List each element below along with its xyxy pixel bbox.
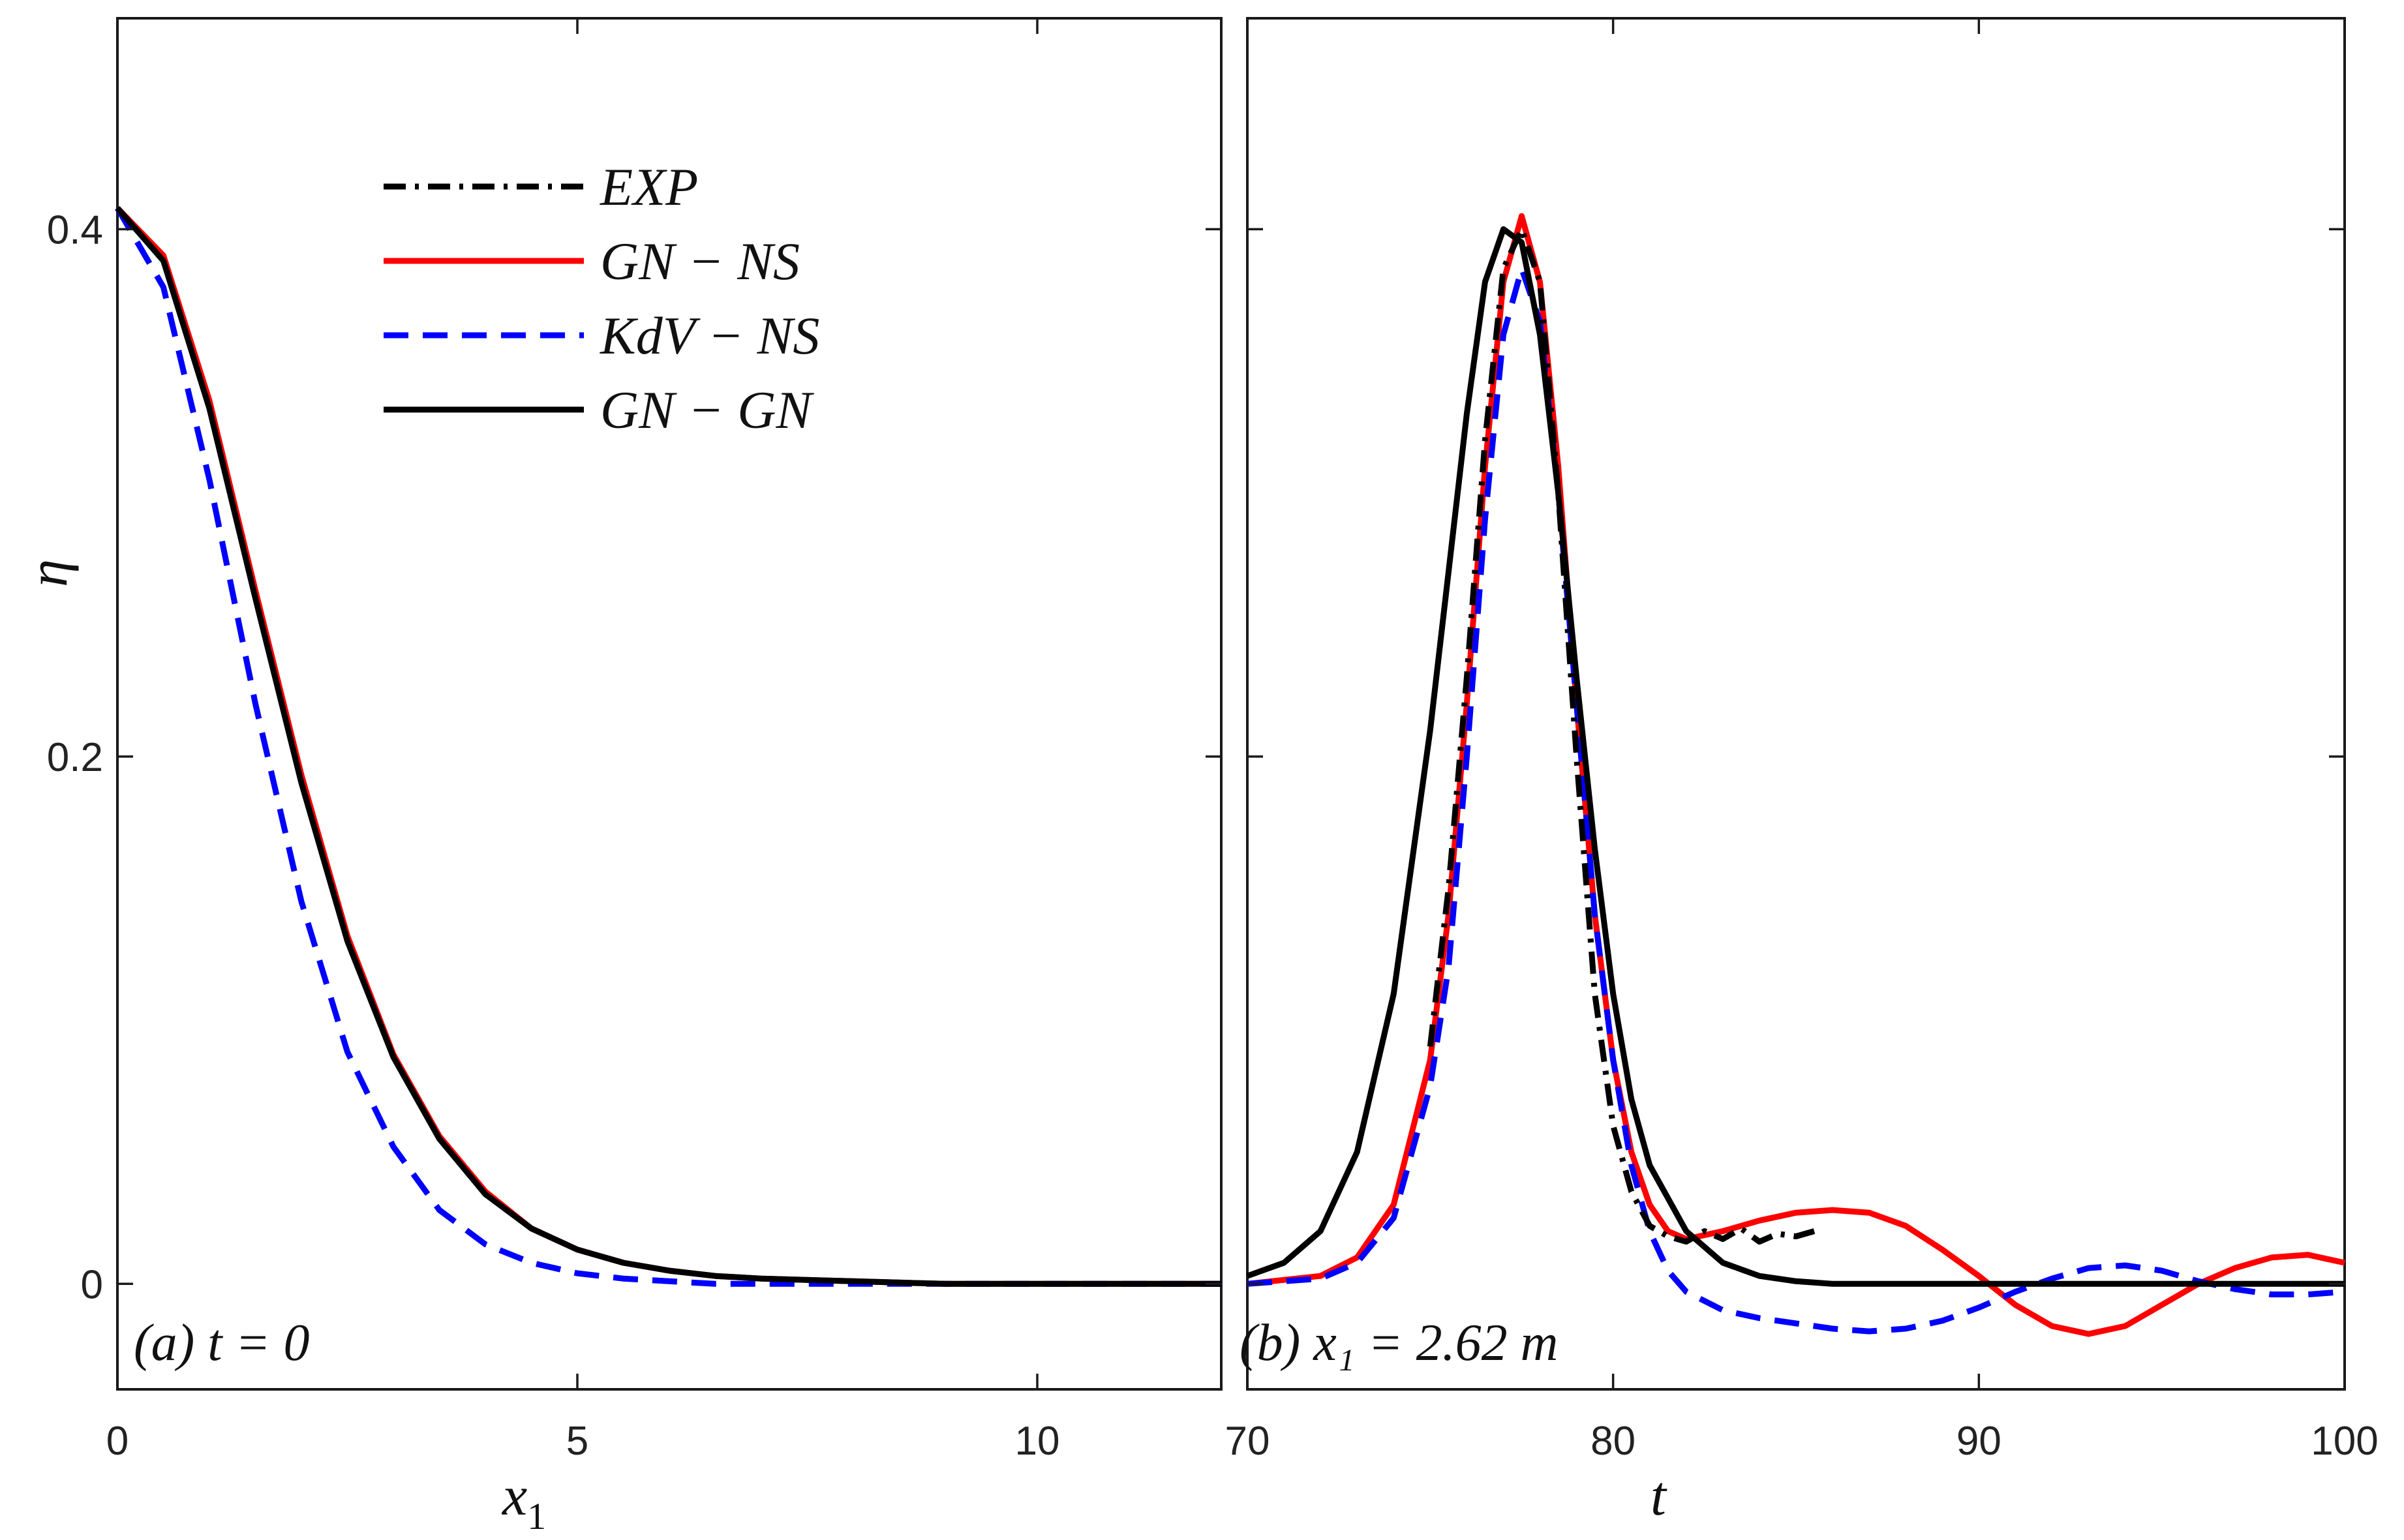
panel-a-ticks: 0 5 10 0 0.2 0.4 <box>47 18 1221 1464</box>
series-kdv-ns-line-b <box>1247 265 2345 1335</box>
x-tick-label-a-5: 5 <box>566 1419 588 1464</box>
x-tick-label-b-80: 80 <box>1590 1419 1636 1464</box>
panel-b-frame <box>1246 17 2346 1391</box>
legend-label-gn-gn: GN − GN <box>600 380 814 440</box>
series-gn-ns-line-a <box>115 205 1221 1287</box>
panel-a: 0 5 10 0 0.2 0.4 EXP GN − NS KdV − NS GN − GN (a… <box>16 17 1223 1537</box>
legend-label-gn-ns: GN − NS <box>600 232 800 291</box>
x-axis-label-a: x1 <box>501 1464 546 1537</box>
series-gn-gn-line-a <box>115 206 1221 1287</box>
panel-b-curves <box>1246 213 2345 1337</box>
x-tick-label-b-90: 90 <box>1956 1419 2001 1464</box>
panel-b: 70 80 90 100 (b) x₁ = 2.62 m t <box>1225 17 2379 1527</box>
x-tick-label-b-100: 100 <box>2311 1419 2378 1464</box>
legend: EXP GN − NS KdV − NS GN − GN <box>384 157 819 440</box>
series-gn-ns-line-b <box>1247 213 2345 1337</box>
x-axis-label-a-sub: 1 <box>527 1495 546 1537</box>
legend-label-exp: EXP <box>600 157 698 217</box>
x-tick-label-b-70: 70 <box>1225 1419 1270 1464</box>
y-tick-label-0: 0 <box>81 1262 103 1307</box>
series-kdv-ns-line-a <box>115 206 1221 1287</box>
panel-a-frame <box>116 17 1223 1391</box>
series-exp-line-b <box>1427 226 1816 1245</box>
x-axis-label-b: t <box>1651 1464 1667 1527</box>
panel-b-label: (b) x₁ = 2.62 m <box>1240 1314 1558 1372</box>
y-tick-label-0.4: 0.4 <box>47 207 103 252</box>
legend-label-kdv-ns: KdV − NS <box>600 306 819 365</box>
x-tick-label-a-10: 10 <box>1015 1419 1060 1464</box>
y-tick-label-0.2: 0.2 <box>47 735 103 780</box>
panel-a-label: (a) t = 0 <box>134 1314 310 1372</box>
x-tick-label-a-0: 0 <box>106 1419 129 1464</box>
y-axis-label: η <box>16 559 79 587</box>
x-axis-label-a-main: x <box>501 1464 527 1527</box>
panel-a-curves <box>115 205 1221 1287</box>
panel-b-ticks: 70 80 90 100 <box>1225 18 2379 1464</box>
series-gn-gn-line-b <box>1246 226 2345 1287</box>
